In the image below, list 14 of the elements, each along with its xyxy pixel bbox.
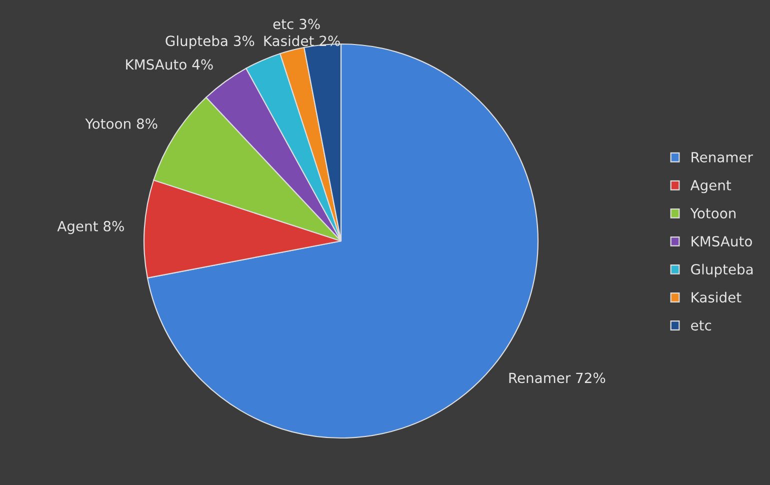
category-label: Yotoon 8% — [85, 118, 158, 129]
legend-label: Glupteba — [691, 264, 753, 278]
legend-label: etc — [691, 320, 712, 331]
legend-label: Kasidet — [692, 292, 742, 303]
category-label: Renamer 72% — [509, 372, 606, 384]
legend-label: Yotoon — [690, 208, 736, 219]
legend-label: KMSAuto — [692, 236, 752, 247]
category-label: etc 3% — [273, 18, 320, 30]
category-label: Glupteba 3% — [166, 35, 254, 49]
legend-label: Agent — [690, 180, 732, 194]
legend-label: Renamer — [692, 152, 753, 162]
category-label: Agent 8% — [57, 220, 124, 234]
category-label: KMSAuto 4% — [126, 59, 213, 70]
category-label: Kasidet 2% — [264, 35, 340, 46]
